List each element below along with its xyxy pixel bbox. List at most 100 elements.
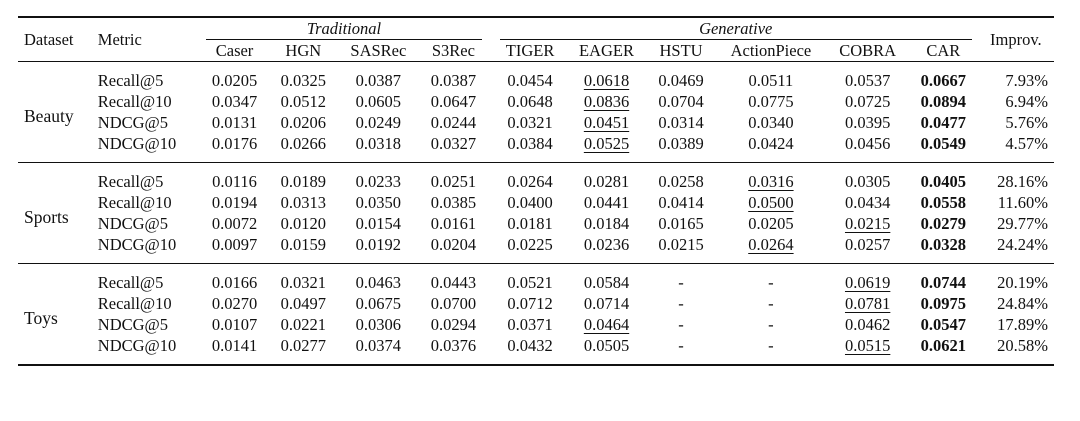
value: 0.0537 (844, 71, 891, 90)
table-row: Beauty Recall@5 0.0205 0.0325 0.0387 0.0387 0.… (18, 61, 1054, 163)
best-value: 0.0405 (920, 172, 966, 191)
dataset-label: Toys (18, 263, 92, 365)
value-cell: 0.0350 (338, 192, 419, 213)
value: 0.0266 (280, 134, 326, 153)
value: 0.0159 (280, 235, 326, 254)
value-cell: 0.0340 (715, 112, 826, 133)
value-cell: 0.0306 (338, 314, 419, 335)
header-group-generative: Generative (494, 17, 978, 40)
value: 0.0441 (583, 193, 630, 212)
value-cell: 0.0159 (269, 234, 338, 264)
value-cell: 0.0154 (338, 213, 419, 234)
value-cell: 0.0279 (909, 213, 978, 234)
value-cell: 0.0316 (715, 162, 827, 192)
value: 0.0434 (844, 193, 891, 212)
value: 0.0512 (280, 92, 326, 111)
value: 0.0385 (430, 193, 477, 212)
value-cell: - (646, 263, 716, 293)
value-cell: 0.0165 (647, 213, 716, 234)
value: - (678, 336, 684, 355)
value-cell: 0.0215 (826, 213, 909, 234)
header-metric: Metric (97, 30, 142, 49)
value-cell: 0.0166 (200, 263, 269, 293)
improvement-value: 6.94% (1005, 92, 1048, 111)
value-cell: 0.0463 (337, 263, 420, 293)
improvement-value: 28.16% (977, 162, 1054, 192)
value: 0.0215 (658, 235, 704, 254)
value-cell: 0.0384 (494, 133, 567, 163)
improvement-value: 11.60% (997, 193, 1048, 212)
value: 0.0462 (844, 315, 891, 334)
table-row: Recall@10 0.0347 0.0512 0.0605 0.0647 0.0648 0… (18, 91, 1054, 112)
value: 0.0221 (280, 315, 326, 334)
metric-label: Recall@5 (91, 162, 201, 192)
best-value: 0.0279 (920, 214, 966, 233)
value-cell: 0.0619 (826, 263, 909, 293)
value: 0.0712 (507, 294, 553, 313)
value: 0.0318 (355, 134, 402, 153)
value: 0.0389 (658, 134, 704, 153)
table-row: NDCG@5 0.0131 0.0206 0.0249 0.0244 0.0321 0.04… (18, 112, 1054, 133)
value-cell: 0.0549 (909, 133, 978, 163)
value: 0.0327 (430, 134, 477, 153)
header-row-models: Caser HGN SASRec S3Rec TIGER EAGER HSTU … (18, 40, 1054, 62)
best-value: 0.0547 (920, 315, 966, 334)
value: 0.0325 (280, 71, 326, 90)
second-best-value: 0.0316 (748, 172, 794, 191)
value: 0.0374 (355, 336, 402, 355)
value: 0.0400 (507, 193, 553, 212)
value-cell: 0.0558 (909, 192, 978, 213)
value: 0.0521 (507, 273, 553, 292)
value-cell: 0.0206 (269, 112, 338, 133)
value: 0.0424 (748, 134, 794, 153)
table-row: Recall@10 0.0270 0.0497 0.0675 0.0700 0.0712 0… (18, 293, 1054, 314)
value: - (768, 294, 774, 313)
value-cell: 0.0714 (566, 293, 646, 314)
value-cell: 0.0236 (566, 234, 646, 264)
value: 0.0340 (748, 113, 794, 132)
value-cell: - (647, 335, 716, 365)
value-cell: 0.0189 (268, 162, 338, 192)
best-value: 0.0744 (920, 273, 966, 292)
value-cell: 0.0405 (908, 162, 978, 192)
value: 0.0072 (211, 214, 258, 233)
value-cell: 0.0225 (494, 234, 567, 264)
header-model-tiger: TIGER (505, 41, 555, 60)
value-cell: 0.0781 (826, 293, 909, 314)
value-cell: 0.0432 (494, 335, 567, 365)
improvement-value: 17.89% (997, 315, 1048, 334)
value: 0.0192 (355, 235, 402, 254)
value-cell: 0.0975 (909, 293, 978, 314)
value: 0.0249 (355, 113, 402, 132)
header-group-traditional-label: Traditional (206, 18, 482, 40)
header-model-caser: Caser (215, 41, 254, 60)
value-cell: 0.0387 (419, 61, 488, 91)
value-cell: 0.0321 (268, 263, 338, 293)
second-best-value: 0.0515 (844, 336, 891, 355)
value-cell: 0.0277 (269, 335, 338, 365)
value: 0.0463 (355, 273, 402, 292)
value: 0.0321 (507, 113, 553, 132)
table-row: NDCG@10 0.0141 0.0277 0.0374 0.0376 0.0432 0.0… (18, 335, 1054, 365)
value: 0.0205 (211, 71, 258, 90)
value-cell: 0.0605 (338, 91, 419, 112)
value-cell: 0.0521 (493, 263, 567, 293)
value-cell: 0.0389 (647, 133, 716, 163)
table-header: Dataset Metric Traditional Generative Im… (18, 17, 1054, 62)
table-row: NDCG@10 0.0097 0.0159 0.0192 0.0204 0.0225 0.0… (18, 234, 1054, 264)
value-cell: 0.0385 (419, 192, 488, 213)
metric-label: Recall@10 (97, 294, 172, 313)
value: 0.0225 (507, 235, 553, 254)
value-cell: - (647, 314, 716, 335)
second-best-value: 0.0781 (844, 294, 891, 313)
value-cell: 0.0744 (908, 263, 978, 293)
value-cell: 0.0327 (419, 133, 488, 163)
value: 0.0258 (658, 172, 704, 191)
value: 0.0314 (658, 113, 704, 132)
value-cell: 0.0204 (419, 234, 488, 264)
value-cell: - (715, 263, 827, 293)
value: - (768, 336, 774, 355)
header-model-sasrec: SASRec (350, 41, 407, 60)
value-cell: 0.0443 (419, 263, 488, 293)
value-cell: 0.0464 (566, 314, 646, 335)
